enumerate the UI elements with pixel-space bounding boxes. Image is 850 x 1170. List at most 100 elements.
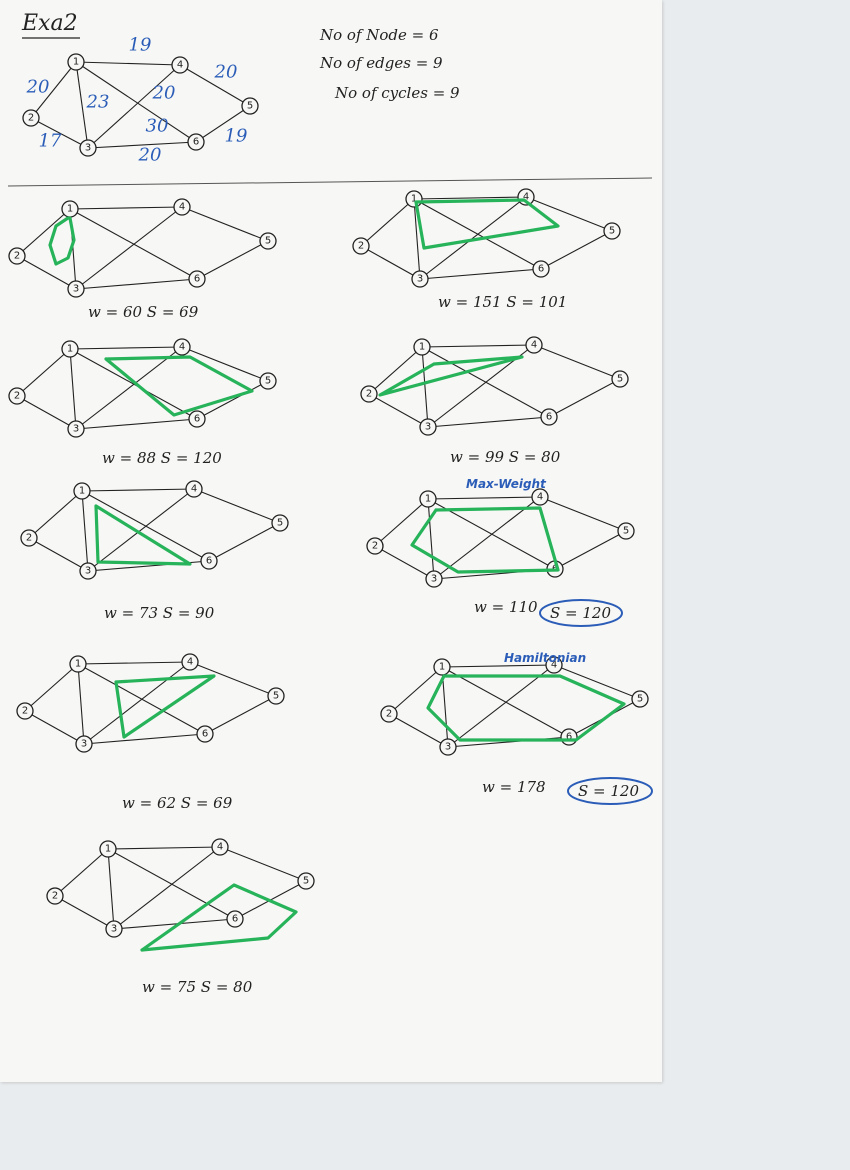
- cycle-4-node-circle: [540, 408, 558, 426]
- cycle-5-node-circle: [73, 482, 91, 500]
- main-node-2: 2: [22, 109, 40, 127]
- cycle-8-node-3: 3: [439, 738, 457, 756]
- cycle-7-node-circle: [75, 735, 93, 753]
- cycle-1-node-label: 6: [194, 274, 200, 285]
- edge-weights: 19 20 23 20 20 17 30 20 19: [26, 35, 248, 166]
- main-edge-3-6: [87, 141, 197, 149]
- cycle-8-edge-3-4: [447, 664, 555, 748]
- main-edge-1-4: [75, 61, 181, 66]
- cycle-9-node-label: 6: [232, 914, 238, 925]
- weight-4-5: 20: [214, 62, 238, 83]
- cycle-graphs: 1 2 3 4 5 6 w = 60 S = 69 1 2 3 4 5 6 w = 151 S = 101…: [8, 188, 653, 996]
- cycle-6-node-3: 3: [425, 570, 443, 588]
- cycle-6-node-1: 1: [419, 490, 437, 508]
- cycle-2-edge-4-5: [525, 196, 613, 232]
- cycle-8-node-5: 5: [631, 690, 649, 708]
- cycle-3-node-label: 6: [194, 414, 200, 425]
- cycle-1-node-label: 4: [179, 202, 185, 213]
- cycle-3-edge-1-3: [69, 348, 77, 430]
- cycle-8-tag: Hamiltonian: [504, 651, 586, 665]
- main-node-1: 1: [67, 53, 85, 71]
- cycle-5-node-3: 3: [79, 562, 97, 580]
- cycle-3-edge-2-3: [16, 395, 77, 430]
- weight-5-6: 19: [225, 126, 248, 147]
- cycle-8-node-2: 2: [380, 705, 398, 723]
- cycle-3-node-circle: [8, 387, 26, 405]
- cycle-6-node-circle: [366, 537, 384, 555]
- cycle-6-edge-1-4: [427, 496, 541, 500]
- cycle-3-node-circle: [61, 340, 79, 358]
- cycle-7-node-circle: [267, 687, 285, 705]
- cycle-diagram-1: 1 2 3 4 5 6 w = 60 S = 69: [8, 198, 277, 321]
- cycle-4-node-label: 2: [366, 389, 372, 400]
- main-node-label: 1: [73, 57, 79, 68]
- cycle-1-edge-4-5: [181, 206, 269, 242]
- cycle-6-edge-5-6: [554, 530, 627, 570]
- cycle-5-node-6: 6: [200, 552, 218, 570]
- cycle-1-edge-5-6: [196, 240, 269, 280]
- cycle-7-edge-1-3: [77, 663, 85, 745]
- cycle-3-edge-1-4: [69, 346, 183, 350]
- paper-sheet: [0, 0, 662, 1082]
- cycle-8-caption: w = 178: [482, 778, 546, 796]
- cycle-7-highlight: [114, 674, 216, 739]
- cycle-2-edge-3-6: [419, 268, 542, 280]
- cycle-2-node-circle: [532, 260, 550, 278]
- cycle-5-node-label: 1: [79, 486, 85, 497]
- cycle-7-node-2: 2: [16, 702, 34, 720]
- cycle-4-edge-5-6: [548, 378, 621, 418]
- cycle-6-node-label: 2: [372, 541, 378, 552]
- cycle-3-edge-1-2: [16, 348, 71, 397]
- cycle-9-node-6: 6: [226, 910, 244, 928]
- main-edge-2-3: [30, 117, 89, 149]
- cycle-7-node-circle: [69, 655, 87, 673]
- cycle-2-node-circle: [352, 237, 370, 255]
- cycle-6-circled-score: S = 120: [550, 604, 611, 622]
- cycle-7-node-label: 3: [81, 739, 87, 750]
- cycle-7-edge-1-2: [24, 663, 79, 712]
- cycle-9-node-3: 3: [105, 920, 123, 938]
- cycle-6-tag: Max-Weight: [466, 477, 547, 491]
- cycle-2-node-label: 6: [538, 264, 544, 275]
- cycle-8-node-label: 1: [439, 662, 445, 673]
- cycle-8-node-label: 5: [637, 694, 643, 705]
- cycle-5-edge-5-6: [208, 522, 281, 562]
- cycle-1-node-circle: [8, 247, 26, 265]
- cycle-3-highlight: [104, 355, 254, 417]
- cycle-5-node-circle: [79, 562, 97, 580]
- cycle-8-node-label: 4: [551, 660, 557, 671]
- cycle-6-node-circle: [617, 522, 635, 540]
- main-edge-5-6: [195, 105, 251, 143]
- main-edge-1-2: [30, 61, 77, 119]
- main-node-label: 6: [193, 137, 199, 148]
- cycle-7-node-circle: [196, 725, 214, 743]
- weight-3-6: 20: [138, 145, 162, 166]
- cycle-9-edge-3-6: [113, 918, 236, 930]
- weight-1-3: 17: [39, 131, 62, 152]
- cycle-7-node-label: 4: [187, 657, 193, 668]
- cycle-6-node-label: 4: [537, 492, 543, 503]
- cycle-5-node-label: 6: [206, 556, 212, 567]
- cycle-7-node-6: 6: [196, 725, 214, 743]
- cycle-2-node-2: 2: [352, 237, 370, 255]
- cycle-5-node-5: 5: [271, 514, 289, 532]
- cycle-2-edge-1-2: [360, 198, 415, 247]
- cycle-3-node-3: 3: [67, 420, 85, 438]
- cycle-4-node-circle: [360, 385, 378, 403]
- cycle-2-node-label: 1: [411, 194, 417, 205]
- cycle-7-node-label: 6: [202, 729, 208, 740]
- cycle-4-edge-3-6: [427, 416, 550, 428]
- cycle-1-node-3: 3: [67, 280, 85, 298]
- cycle-1-node-circle: [173, 198, 191, 216]
- cycle-6-highlight: [410, 506, 560, 574]
- cycle-3-node-label: 5: [265, 376, 271, 387]
- cycle-3-node-circle: [67, 420, 85, 438]
- main-edge-4-5: [179, 64, 251, 107]
- cycle-4-node-5: 5: [611, 370, 629, 388]
- cycle-9-node-label: 1: [105, 844, 111, 855]
- cycle-6-node-circle: [419, 490, 437, 508]
- cycle-5-node-label: 5: [277, 518, 283, 529]
